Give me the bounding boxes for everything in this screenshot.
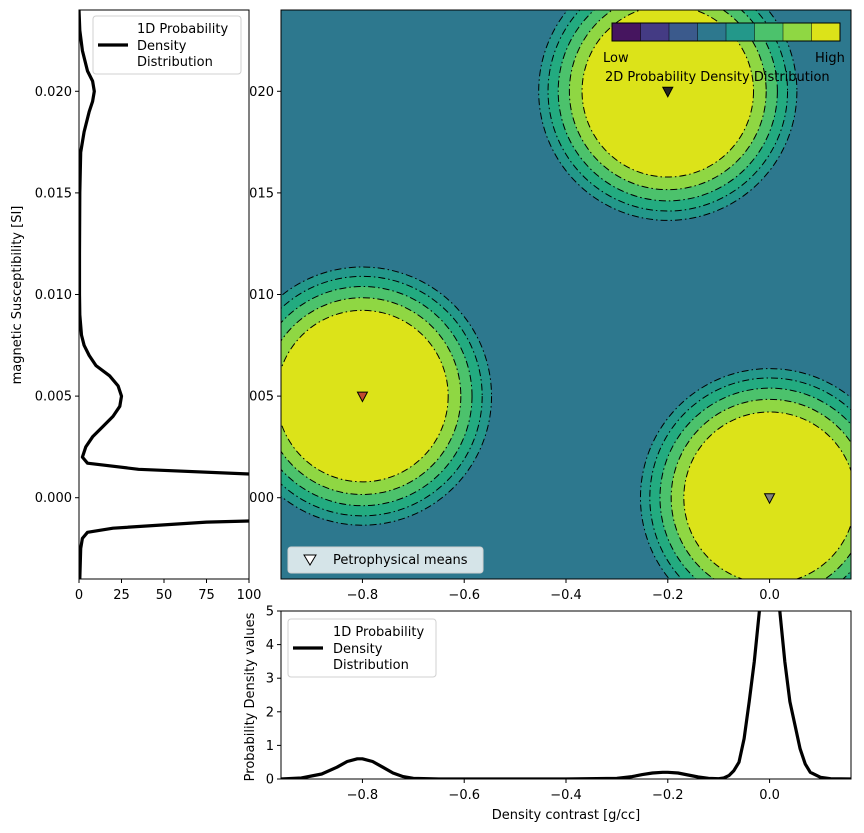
bottom-y-tick-label: 1 [266,739,274,754]
main-y-tick-label: 015 [249,186,274,201]
contour-line [547,10,788,212]
side-y-tick-label: 0.005 [35,390,72,405]
side-density-curve [79,10,249,579]
side-legend-label-line1: 1D Probability [137,22,228,37]
bottom-y-tick-label: 3 [266,672,274,687]
side-legend-label-line3: Distribution [137,55,213,70]
side-legend: 1D Probability Density Distribution [92,15,242,75]
colorbar-title: 2D Probability Density Distribution [605,70,830,85]
contour-line [281,275,483,517]
bottom-x-axis: −0.8 −0.6 −0.4 −0.2 0.0 [347,779,780,803]
side-plot-frame [78,9,250,580]
colorbar-cell [640,23,670,41]
side-y-axis: 0.000 0.005 0.010 0.015 0.020 [35,85,79,506]
colorbar-high-label: High [815,51,845,66]
main-y-tick-label: 010 [249,288,274,303]
contour-line [281,297,462,495]
contour-line [557,10,778,202]
main-x-tick-label: −0.6 [448,588,480,603]
colorbar-cell [612,23,641,41]
bottom-legend-label-line3: Distribution [333,658,409,673]
bottom-y-tick-label: 4 [266,638,274,653]
means-legend-marker [303,554,317,566]
side-y-axis-label: magnetic Susceptibility [SI] [10,206,25,385]
bottom-x-axis-label: Density contrast [g/cc] [492,808,640,823]
side-x-axis: 0 25 50 75 100 [75,579,262,603]
side-x-tick-label: 0 [75,588,83,603]
bottom-y-axis-label: Probability Density values [243,612,258,781]
bottom-legend-label-line2: Density [333,642,383,657]
means-legend: Petrophysical means [287,546,484,574]
colorbar-cell [783,23,812,41]
bottom-x-tick-label: −0.6 [448,788,480,803]
main-x-tick-label: −0.4 [550,588,582,603]
petrophysical-mean-marker [356,391,369,403]
bottom-density-plot: 0 1 2 3 4 5 −0.8 −0.6 −0.4 −0.2 0.0 Density contr… [243,605,852,823]
contour-line [281,309,449,483]
petrophysical-mean-marker [763,493,776,505]
contour-line [670,398,851,579]
side-x-tick-label: 100 [237,588,262,603]
main-x-tick-label: −0.2 [652,588,684,603]
colorbar-frame [611,22,841,42]
main-y-axis: 000 005 010 015 020 [249,85,281,506]
bottom-x-tick-label: −0.2 [652,788,684,803]
main-y-tick-label: 000 [249,491,274,506]
main-contour-plot: 000 005 010 015 020 −0.8 −0.6 −0.4 −0.2 0.0 Low … [249,9,852,603]
means-legend-label: Petrophysical means [333,553,468,568]
colorbar-cell [726,23,755,41]
side-density-plot: 0.000 0.005 0.010 0.015 0.020 0 25 50 75 100 mag… [10,9,262,603]
bottom-legend: 1D Probability Density Distribution [287,618,437,678]
bottom-y-axis: 0 1 2 3 4 5 [266,605,281,788]
bottom-x-tick-label: 0.0 [759,788,780,803]
side-y-tick-label: 0.010 [35,288,72,303]
side-y-tick-label: 0.020 [35,85,72,100]
contour-line [659,387,851,579]
main-x-tick-label: −0.8 [347,588,379,603]
contour-fill-regions [281,10,851,579]
colorbar: Low High 2D Probability Density Distribu… [603,22,845,85]
side-legend-label-line2: Density [137,39,187,54]
bottom-y-tick-label: 0 [266,773,274,788]
side-y-tick-label: 0.000 [35,491,72,506]
bottom-legend-label-line1: 1D Probability [333,625,424,640]
petrophysical-mean-markers [356,86,776,505]
bottom-x-tick-label: −0.8 [347,788,379,803]
colorbar-cell [754,23,784,41]
main-x-tick-label: 0.0 [759,588,780,603]
main-x-axis: −0.8 −0.6 −0.4 −0.2 0.0 [347,579,780,603]
bottom-y-tick-label: 2 [266,705,274,720]
side-x-tick-label: 50 [156,588,173,603]
bottom-y-tick-label: 5 [266,605,274,620]
petrophysical-mean-marker [661,86,674,98]
contour-lines [281,10,851,579]
contour-line [568,10,767,191]
colorbar-cell [811,23,841,41]
colorbar-cell [669,23,698,41]
colorbar-low-label: Low [603,51,629,66]
main-y-tick-label: 020 [249,85,274,100]
contour-line [281,286,473,507]
bottom-density-curve [281,611,851,779]
bottom-x-tick-label: −0.4 [550,788,582,803]
side-x-tick-label: 25 [113,588,130,603]
side-y-tick-label: 0.015 [35,186,72,201]
colorbar-cell [697,23,727,41]
contour-line [581,10,755,178]
side-x-tick-label: 75 [198,588,215,603]
main-y-tick-label: 005 [249,390,274,405]
